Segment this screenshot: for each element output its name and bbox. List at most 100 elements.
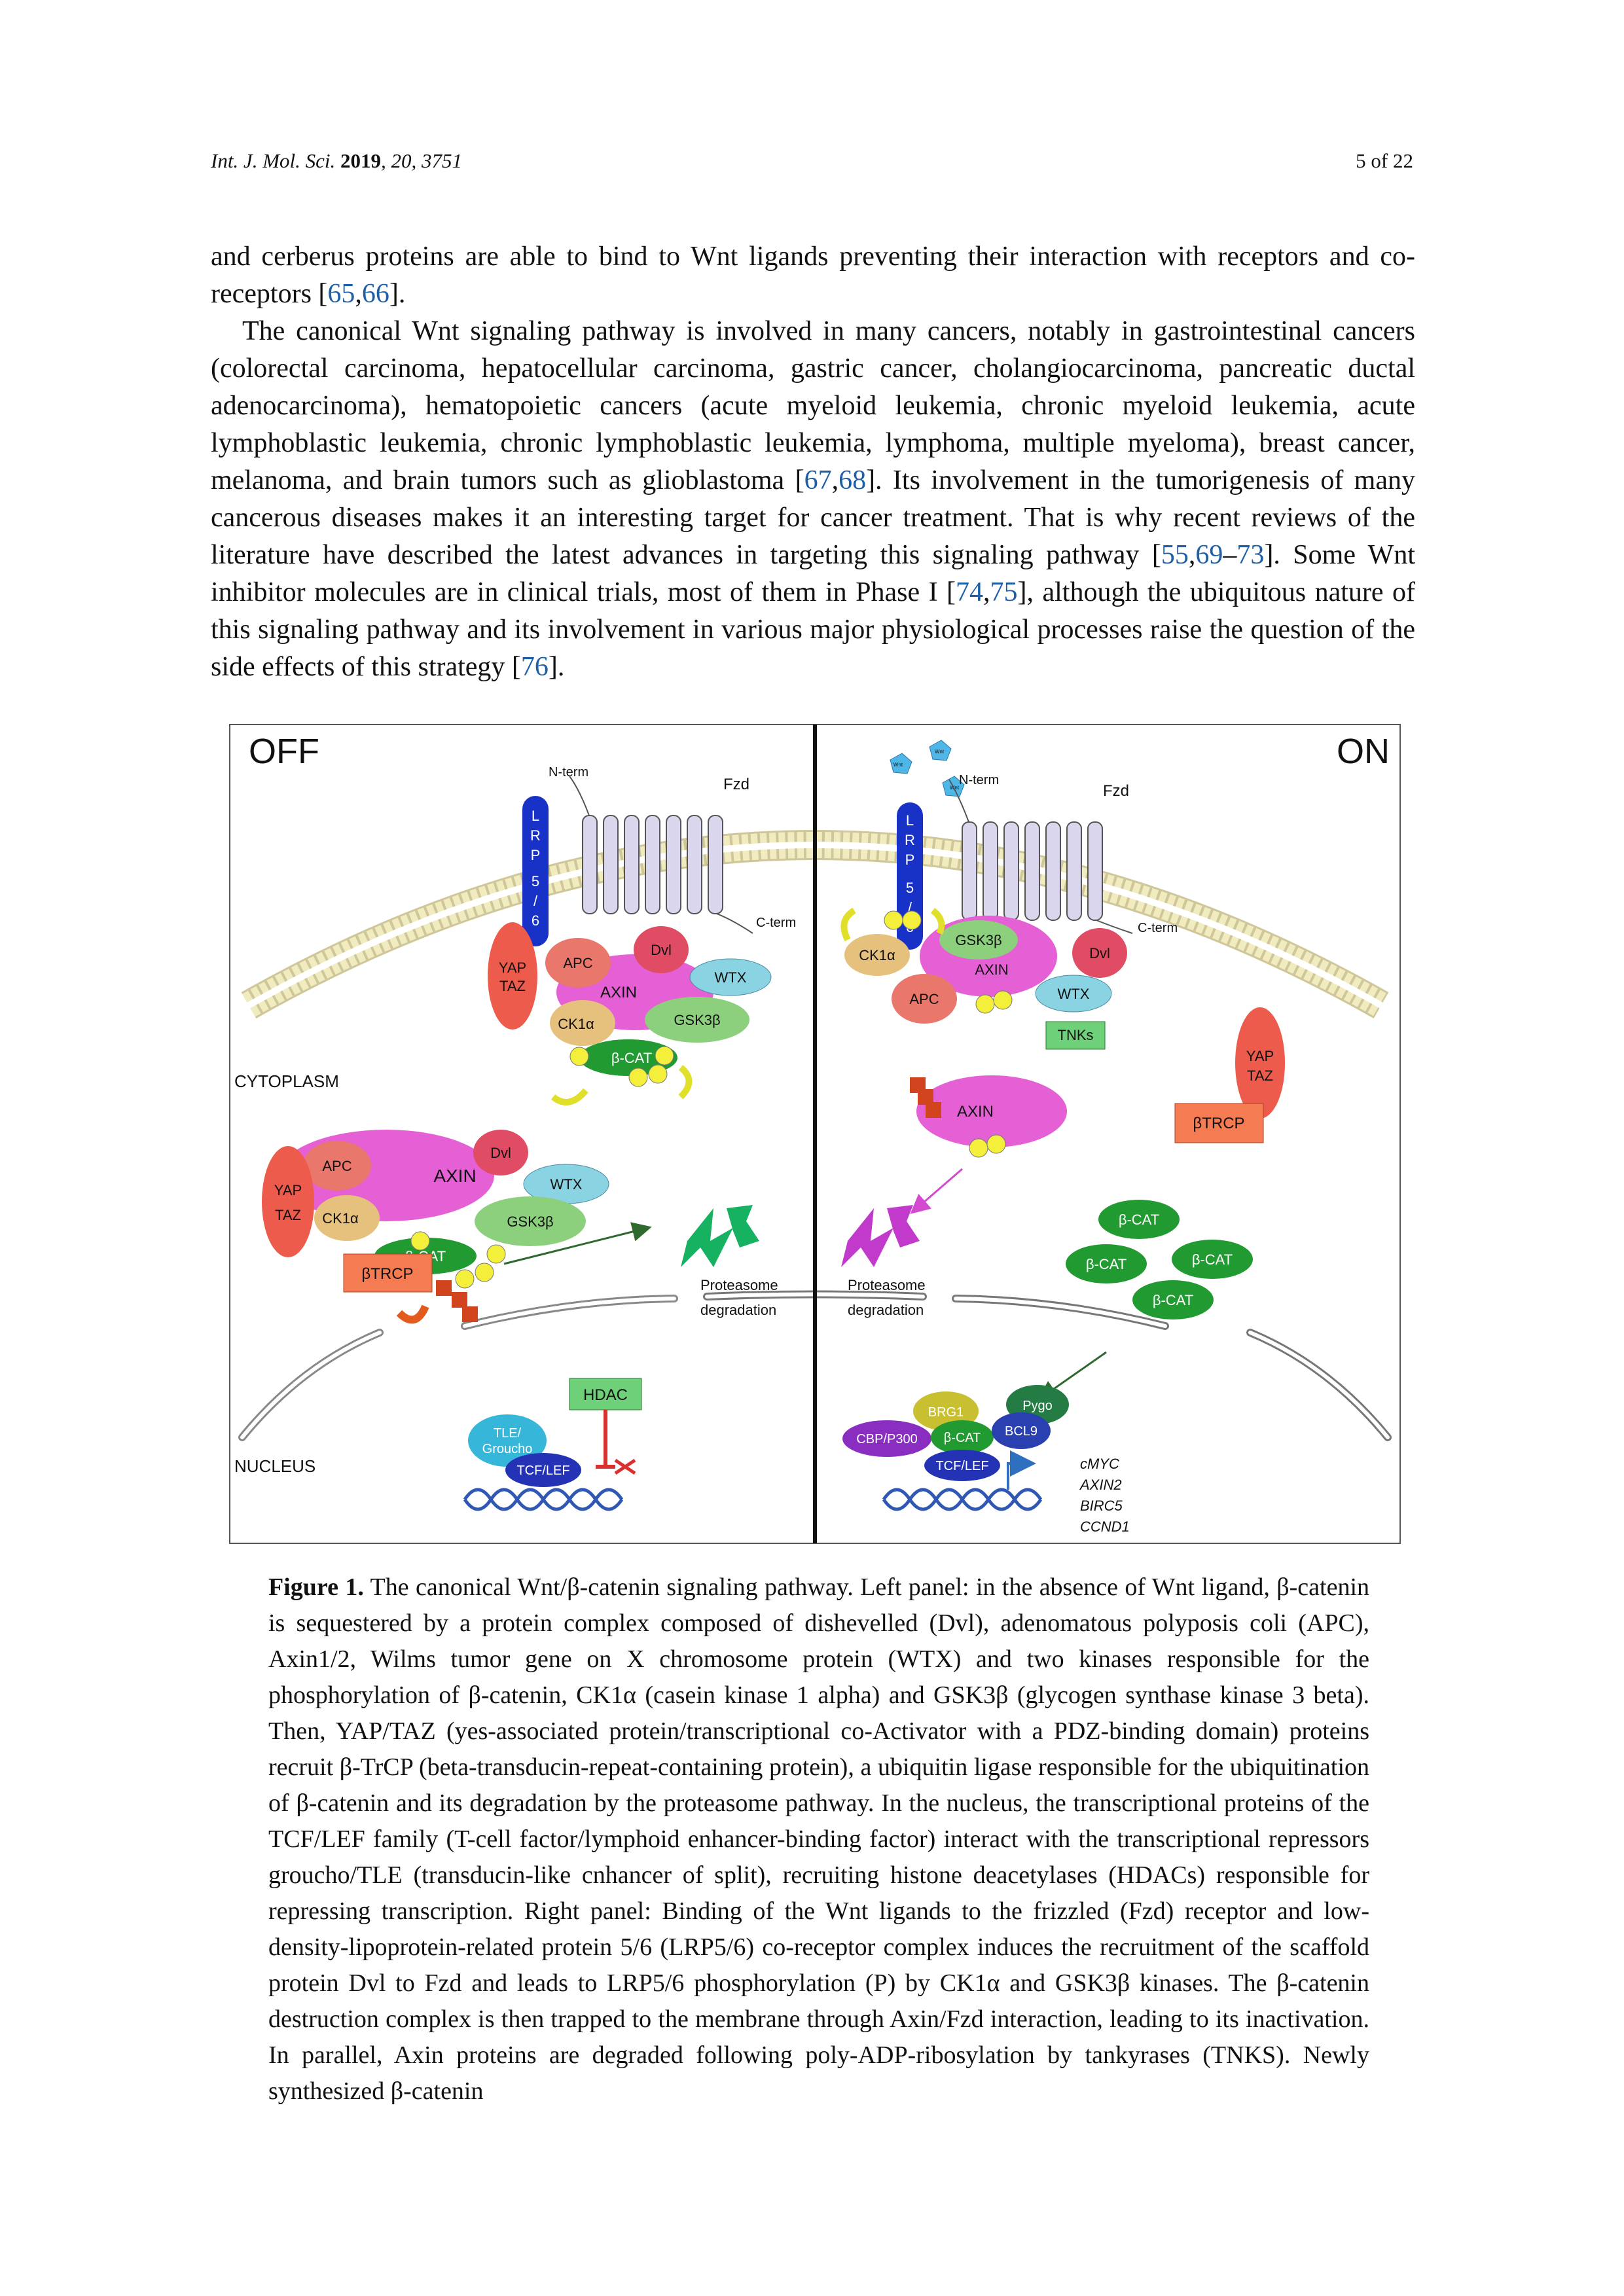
body-text: and cerberus proteins are able to bind t… <box>211 238 1415 686</box>
gsk3b-label: GSK3β <box>955 932 1001 948</box>
nucleus-activation-right: BRG1 Pygo CBP/P300 β-CAT BCL9 TCF/LEF <box>842 1385 1069 1511</box>
lrp-letter: R <box>530 827 541 844</box>
dvl-label: Dvl <box>1089 945 1110 961</box>
btrcp-label: βTRCP <box>1193 1115 1244 1132</box>
paragraph-2-text: ]. Its involvement in the tumorigenesis … <box>211 465 1415 570</box>
gene-label: AXIN2 <box>1079 1477 1122 1493</box>
axin-degraded-right: AXIN <box>910 1075 1067 1214</box>
paragraph-1: and cerberus proteins are able to bind t… <box>211 238 1415 313</box>
paragraph-2: The canonical Wnt signaling pathway is i… <box>211 313 1415 686</box>
tle-label: TLE/ <box>494 1426 522 1441</box>
gsk3b-label: GSK3β <box>507 1213 553 1230</box>
cite-sep: , <box>1188 540 1196 570</box>
paragraph-1-text: and cerberus proteins are able to bind t… <box>211 242 1415 309</box>
tcflef-label: TCF/LEF <box>516 1463 569 1478</box>
tcflef-label: TCF/LEF <box>935 1459 988 1473</box>
yap-label: YAP <box>1246 1048 1274 1064</box>
destruction-complex-lower-left: APC Dvl AXIN WTX YAP TAZ CK1α GSK3β β-CA… <box>262 1130 652 1324</box>
running-header-journal: Int. J. Mol. Sci. 2019, 20, 3751 <box>211 149 462 173</box>
ck1a-label: CK1α <box>558 1016 594 1032</box>
page-number: 5 of 22 <box>1356 149 1413 172</box>
panel-title-off: OFF <box>249 732 319 771</box>
yap-taz-right: YAP TAZ βTRCP <box>1174 1007 1285 1143</box>
lrp-letter: P <box>531 847 541 863</box>
bcat-label: β-CAT <box>944 1431 981 1445</box>
paragraph-1-end: ]. <box>389 279 406 309</box>
lrp-letter: P <box>905 852 915 868</box>
cite-sep: , <box>355 279 362 309</box>
lrp-letter: / <box>908 899 912 916</box>
wnt-label: Wnt <box>950 785 960 791</box>
free-beta-catenin: β-CAT β-CAT β-CAT β-CAT <box>1038 1200 1253 1401</box>
bcat-label: β-CAT <box>611 1050 652 1066</box>
citation-link[interactable]: 76 <box>520 652 549 682</box>
wnt-label: Wnt <box>935 749 945 755</box>
proteasome-label-left: Proteasome <box>700 1277 778 1293</box>
citation-link[interactable]: 65 <box>327 279 355 309</box>
destruction-complex-top-left: YAP TAZ AXIN APC Dvl WTX CK1α GSK3β β-CA… <box>488 922 772 1105</box>
cite-sep: , <box>831 465 839 495</box>
fzd-receptor-right <box>948 779 1133 934</box>
paragraph-2-text: ], although the ubiquitous nature of thi… <box>211 577 1415 682</box>
lrp-letter: / <box>533 893 538 909</box>
bcat-label: β-CAT <box>1153 1292 1193 1308</box>
membrane-complex-right: GSK3β AXIN CK1α APC Dvl WTX TNKs <box>840 907 1127 1050</box>
caption-text: The canonical Wnt/β-catenin signaling pa… <box>268 1573 1369 2105</box>
wtx-label: WTX <box>550 1176 583 1193</box>
target-genes: cMYC AXIN2 BIRC5 CCND1 <box>1079 1456 1130 1535</box>
citation-link[interactable]: 73 <box>1236 540 1265 570</box>
journal-year: 2019 <box>340 149 382 172</box>
bcat-label: β-CAT <box>1119 1211 1159 1228</box>
lrp-right: L R P 5 / 6 <box>884 802 923 950</box>
nterm-label-right: N-term <box>959 773 999 787</box>
fzd-label-right: Fzd <box>1103 782 1129 800</box>
btrcp-label: βTRCP <box>361 1265 413 1283</box>
dvl-label: Dvl <box>651 942 672 958</box>
label-nucleus: NUCLEUS <box>234 1456 316 1476</box>
paragraph-2-text: The canonical Wnt signaling pathway is i… <box>211 316 1415 495</box>
journal-name: Int. J. Mol. Sci. <box>211 149 336 172</box>
ck1a-label: CK1α <box>322 1210 359 1227</box>
paragraph-2-text: ]. Some Wnt inhibitor molecules are in c… <box>211 540 1415 607</box>
wnt-pathway-diagram: OFF ON CYTOPLASM NUCLEUS L R P 5 / 6 N-t… <box>229 724 1401 1544</box>
label-cytoplasm: CYTOPLASM <box>234 1071 339 1091</box>
citation-link[interactable]: 66 <box>361 279 389 309</box>
taz-label: TAZ <box>1247 1067 1273 1084</box>
yap-label: YAP <box>274 1182 302 1198</box>
ck1a-label: CK1α <box>859 947 895 963</box>
figure-label: Figure 1. <box>268 1573 364 1601</box>
pygo-label: Pygo <box>1022 1399 1053 1413</box>
cterm-label-left: C-term <box>756 916 796 930</box>
axin-label: AXIN <box>600 984 637 1001</box>
bcat-label: β-CAT <box>1086 1256 1127 1272</box>
citation-link[interactable]: 75 <box>990 577 1018 607</box>
citation-link[interactable]: 55 <box>1161 540 1189 570</box>
yap-label: YAP <box>499 960 526 976</box>
panel-title-on: ON <box>1337 732 1390 771</box>
journal-volume: , 20, 3751 <box>381 149 463 172</box>
taz-label: TAZ <box>499 978 526 994</box>
paragraph-2-end: ]. <box>548 652 565 682</box>
cterm-label-right: C-term <box>1138 921 1178 935</box>
bcl9-label: BCL9 <box>1005 1424 1038 1439</box>
nucleus-repression-left: HDAC TLE/ Groucho TCF/LEF <box>463 1378 642 1511</box>
figure-wnt-pathway: OFF ON CYTOPLASM NUCLEUS L R P 5 / 6 N-t… <box>229 724 1401 1544</box>
axin-label: AXIN <box>433 1166 476 1186</box>
citation-link[interactable]: 69 <box>1195 540 1223 570</box>
gene-label: BIRC5 <box>1080 1498 1123 1514</box>
lrp-left: L R P 5 / 6 <box>522 796 549 946</box>
citation-link[interactable]: 67 <box>804 465 832 495</box>
lrp-letter: R <box>905 832 915 848</box>
fzd-receptor-left <box>569 776 753 934</box>
proteasome-right <box>841 1205 920 1267</box>
citation-link[interactable]: 68 <box>839 465 867 495</box>
wtx-label: WTX <box>715 969 747 986</box>
groucho-label: Groucho <box>482 1442 533 1456</box>
lrp-letter: L <box>906 812 914 829</box>
citation-link[interactable]: 74 <box>956 577 984 607</box>
lrp-letter: 6 <box>532 912 539 929</box>
dvl-label: Dvl <box>490 1145 511 1161</box>
cite-sep: , <box>983 577 990 607</box>
tnks-label: TNKs <box>1058 1027 1094 1043</box>
proteasome-label-right: Proteasome <box>848 1277 926 1293</box>
